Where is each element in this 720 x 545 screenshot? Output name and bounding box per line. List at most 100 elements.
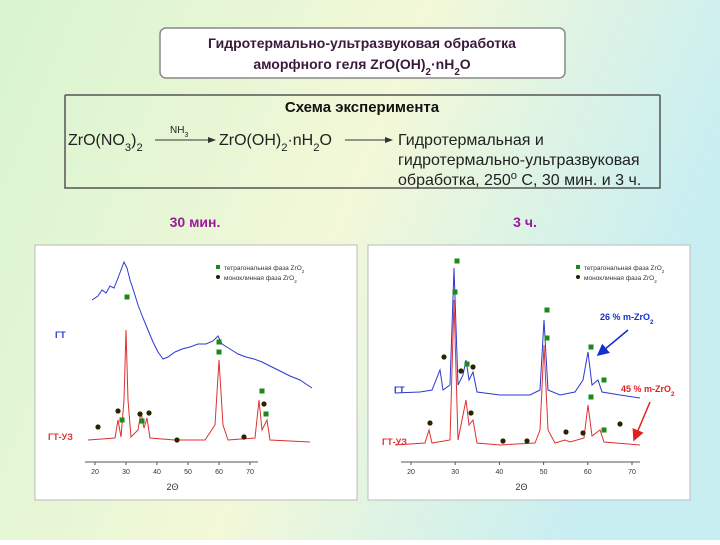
text-run: ·nH (287, 132, 313, 149)
scheme-frame (64, 94, 661, 189)
tetragonal-marker (216, 339, 222, 345)
x-tick-label: 50 (540, 469, 548, 476)
text-run: ) (131, 132, 136, 149)
x-tick-label: 40 (153, 469, 161, 476)
x-tick-label: 30 (122, 469, 130, 476)
annotation-arrow (596, 329, 629, 356)
text-run: ZrO(NO (68, 132, 125, 149)
x-tick-label: 30 (451, 469, 459, 476)
tetragonal-marker (601, 427, 607, 433)
legend-entry: тетрагональная фаза ZrO2 (224, 265, 305, 274)
text-run: 2 (650, 319, 654, 326)
x-axis-label: 2Θ (515, 482, 527, 492)
process: Гидротермальная и гидротермально-ультразв… (398, 132, 641, 189)
x-tick-label: 70 (628, 469, 636, 476)
x-tick-label: 70 (246, 469, 254, 476)
tetragonal-marker (452, 289, 458, 295)
monoclinic-marker (146, 410, 152, 416)
curve-label: ГТ (55, 330, 66, 340)
x-tick-label: 20 (91, 469, 99, 476)
text-run: ZrO(OH) (219, 132, 281, 149)
header-box (159, 27, 566, 79)
panel-title: 30 мин. (170, 214, 221, 230)
header-line2: аморфного геля ZrO(OH)2·nH2O (253, 56, 470, 78)
text-run: 2 (136, 142, 142, 154)
monoclinic-marker (617, 421, 623, 427)
text-run: 2 (281, 142, 287, 154)
monoclinic-marker (563, 429, 569, 435)
text-run: 2 (294, 279, 297, 284)
process-line: Гидротермальная и (398, 132, 544, 149)
curve-label: ГТ-УЗ (48, 432, 73, 442)
monoclinic-marker (441, 354, 447, 360)
text-run: гидротермально-ультразвуковая (398, 152, 640, 169)
product: ZrO(OH)2·nH2O (219, 132, 332, 154)
reagent: NH3 (170, 125, 188, 139)
tetragonal-marker (544, 307, 550, 313)
monoclinic-marker (261, 401, 267, 407)
tetragonal-marker (544, 335, 550, 341)
legend-marker (576, 265, 580, 269)
monoclinic-marker (241, 434, 247, 440)
text-run: 2 (662, 269, 665, 274)
monoclinic-marker (580, 430, 586, 436)
text-run: O (319, 132, 331, 149)
curve-gt-uz (87, 329, 311, 443)
text-run: 2 (654, 279, 657, 284)
text-run: ·nH (431, 56, 454, 72)
text-run: С, 30 мин. и 3 ч. (517, 172, 641, 189)
text-run: 3 (125, 142, 131, 154)
legend-entry: моноклинная фаза ZrO2 (584, 275, 657, 284)
text-run: 45 % m-ZrO (621, 384, 671, 394)
text-run: 26 % m-ZrO (600, 312, 650, 322)
text-run: 2 (671, 391, 675, 398)
annotation: 45 % m-ZrO2 (621, 384, 675, 398)
text-run: моноклинная фаза ZrO (224, 275, 294, 282)
monoclinic-marker (500, 438, 506, 444)
text-run: моноклинная фаза ZrO (584, 275, 654, 282)
text-run: обработка, 250 (398, 172, 511, 189)
text-run: NH (170, 125, 184, 136)
header-line1: Гидротермально-ультразвуковая обработка (208, 35, 516, 51)
monoclinic-marker (95, 424, 101, 430)
tetragonal-marker (601, 377, 607, 383)
legend-marker (576, 275, 580, 279)
curve-gt (394, 267, 641, 399)
monoclinic-marker (137, 411, 143, 417)
text-run: Гидротермальная и (398, 132, 544, 149)
x-tick-label: 40 (496, 469, 504, 476)
process-line: гидротермально-ультразвуковая (398, 152, 640, 169)
legend-entry: тетрагональная фаза ZrO2 (584, 265, 665, 274)
x-axis-label: 2Θ (166, 482, 178, 492)
curve-gt (91, 260, 313, 389)
monoclinic-marker (115, 408, 121, 414)
legend-entry: моноклинная фаза ZrO2 (224, 275, 297, 284)
text-run: аморфного геля ZrO(OH) (253, 56, 425, 72)
text-run: 2 (426, 67, 432, 78)
curve-label: ГТ (394, 385, 405, 395)
reactant: ZrO(NO3)2 (68, 132, 143, 154)
panel-box (34, 244, 358, 501)
text-run: тетрагональная фаза ZrO (224, 265, 302, 272)
curve-gt-uz (394, 299, 641, 446)
x-tick-label: 60 (584, 469, 592, 476)
monoclinic-marker (524, 438, 530, 444)
annotation-arrow (632, 401, 651, 442)
monoclinic-marker (427, 420, 433, 426)
tetragonal-marker (119, 417, 125, 423)
text-run: тетрагональная фаза ZrO (584, 265, 662, 272)
tetragonal-marker (263, 411, 269, 417)
process-line: обработка, 250o С, 30 мин. и 3 ч. (398, 170, 641, 189)
tetragonal-marker (259, 388, 265, 394)
legend-marker (216, 265, 220, 269)
x-tick-label: 60 (215, 469, 223, 476)
tetragonal-marker (588, 344, 594, 350)
tetragonal-marker (139, 418, 145, 424)
text-run: 2 (302, 269, 305, 274)
annotation: 26 % m-ZrO2 (600, 312, 654, 326)
scheme-title: Схема эксперимента (285, 99, 440, 116)
